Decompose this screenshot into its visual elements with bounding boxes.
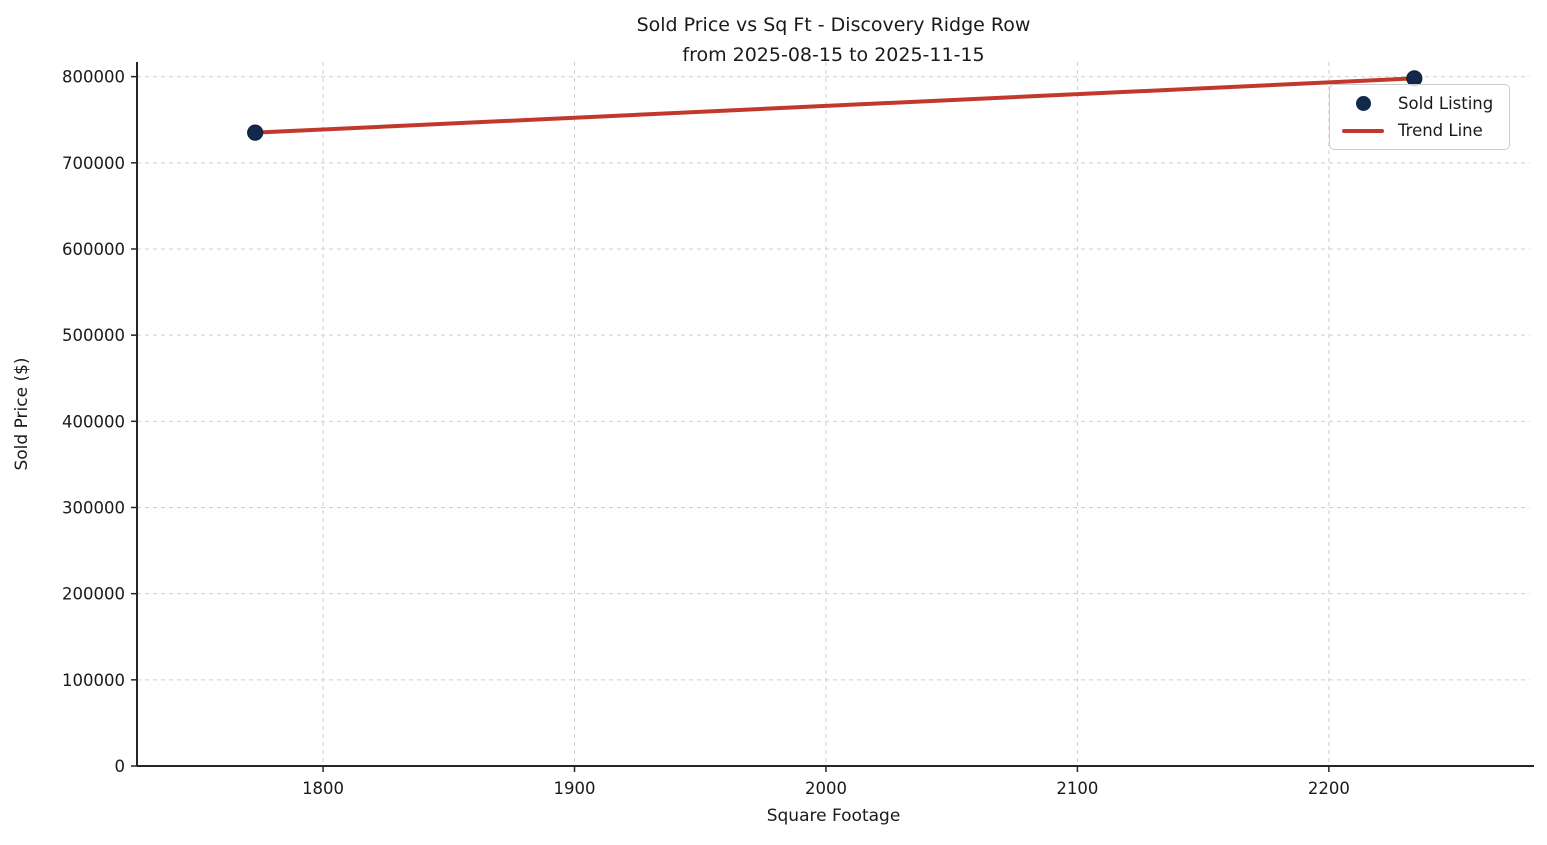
chart-title-line2: from 2025-08-15 to 2025-11-15 [682,44,985,66]
y-tick-label: 500000 [62,326,125,345]
legend: Sold Listing Trend Line [1329,84,1511,150]
y-tick-label: 800000 [62,68,125,87]
y-tick-label: 600000 [62,240,125,259]
trend-line-marker-icon [1342,128,1384,133]
y-tick-label: 400000 [62,412,125,431]
x-tick-label: 1900 [554,779,596,798]
legend-label-trend-line: Trend Line [1398,121,1483,140]
sold-listing-point [247,124,264,141]
y-tick-label: 700000 [62,154,125,173]
x-tick-label: 1800 [302,779,344,798]
x-tick-label: 2000 [805,779,847,798]
y-tick-label: 200000 [62,585,125,604]
x-tick-label: 2200 [1308,779,1350,798]
y-tick-label: 0 [115,757,126,776]
legend-entry-sold-listing: Sold Listing [1342,94,1493,113]
y-tick-label: 100000 [62,671,125,690]
legend-entry-trend-line: Trend Line [1342,121,1493,140]
x-tick-label: 2100 [1056,779,1098,798]
trend-line [253,76,1417,135]
chart-title: Sold Price vs Sq Ft - Discovery Ridge Ro… [137,10,1530,70]
y-tick-label: 300000 [62,498,125,517]
legend-label-sold-listing: Sold Listing [1398,94,1494,113]
x-axis-label: Square Footage [766,806,901,826]
sold-listing-marker-icon [1342,96,1384,111]
chart-title-line1: Sold Price vs Sq Ft - Discovery Ridge Ro… [636,14,1031,36]
